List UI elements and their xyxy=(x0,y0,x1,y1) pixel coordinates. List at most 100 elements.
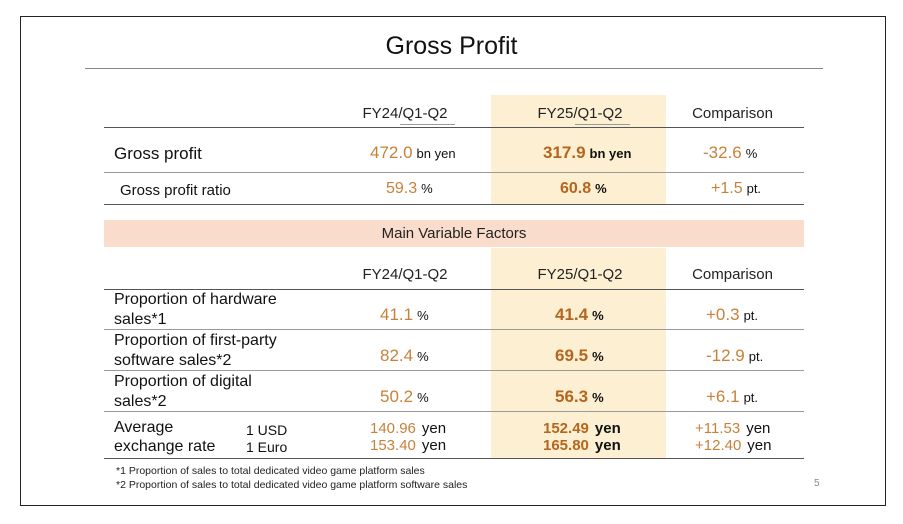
table-bottom-rule xyxy=(104,204,804,205)
factor-first-party-fy25: 69.5% xyxy=(555,346,604,366)
gross-profit-comparison: -32.6% xyxy=(703,143,757,163)
factor-divider xyxy=(104,329,804,330)
factor-digital-comparison: +6.1 pt. xyxy=(706,387,758,407)
factors-banner: Main Variable Factors xyxy=(104,220,804,247)
exchange-euro-currency: 1 Euro xyxy=(246,439,288,455)
gross-ratio-fy25-unit: % xyxy=(595,181,607,196)
factor-first-party-fy24-unit: % xyxy=(417,349,429,364)
gross-profit-fy25: 317.9 bn yen xyxy=(543,143,631,163)
factor-hardware-comparison: +0.3 pt. xyxy=(706,305,758,325)
factor-first-party-fy25-unit: % xyxy=(592,349,604,364)
page-title: Gross Profit xyxy=(385,32,518,60)
factors-bottom-rule xyxy=(104,458,804,459)
footnote-1: *1 Proportion of sales to total dedicate… xyxy=(116,465,425,477)
exchange-euro-fy24-value: 153.40 xyxy=(370,437,416,454)
gross-ratio-cmp-unit: pt. xyxy=(746,181,762,196)
factor-digital-cmp-unit: pt. xyxy=(743,390,759,405)
exchange-usd-currency: 1 USD xyxy=(246,422,288,438)
factor-first-party-label-line1: Proportion of first-party xyxy=(114,332,277,349)
factors-top-rule xyxy=(104,289,804,290)
exchange-usd-fy25: 152.49 yen xyxy=(543,420,621,438)
exchange-euro-fy25-unit: yen xyxy=(594,437,621,454)
exchange-euro-cmp-value: +12.40 xyxy=(695,437,742,454)
gross-ratio-fy25: 60.8% xyxy=(560,180,607,198)
factor-divider xyxy=(104,411,804,412)
gross-profit-cmp-unit: % xyxy=(745,146,758,161)
gross-profit-label: Gross profit xyxy=(114,144,202,163)
exchange-usd-fy25-unit: yen xyxy=(594,420,621,437)
title-divider xyxy=(85,68,823,69)
footnote-2: *2 Proportion of sales to total dedicate… xyxy=(116,479,468,491)
factor-divider xyxy=(104,370,804,371)
factor-digital-label-line1: Proportion of digital xyxy=(114,373,252,390)
factor-hardware-label: Proportion of hardware sales*1 xyxy=(114,290,277,330)
header-fy25: FY25/Q1-Q2 xyxy=(537,105,623,122)
factor-first-party-label: Proportion of first-party software sales… xyxy=(114,331,277,371)
gross-profit-cmp-value: -32.6 xyxy=(703,143,742,162)
factor-first-party-cmp-unit: pt. xyxy=(748,349,764,364)
fy25-highlight-bottom xyxy=(491,248,666,458)
header-underline-fy24 xyxy=(400,124,455,125)
gross-ratio-fy25-value: 60.8 xyxy=(560,180,592,197)
row-divider xyxy=(104,172,804,173)
exchange-euro-fy24: 153.40 yen xyxy=(370,437,446,455)
factor-digital-fy25-unit: % xyxy=(592,390,604,405)
factor-first-party-fy24: 82.4% xyxy=(380,346,429,366)
factor-first-party-label-line2: software sales*2 xyxy=(114,352,232,369)
gross-ratio-label: Gross profit ratio xyxy=(120,182,231,199)
factor-hardware-fy24: 41.1% xyxy=(380,305,429,325)
exchange-label: Average exchange rate xyxy=(114,418,215,456)
factor-first-party-comparison: -12.9 pt. xyxy=(706,346,763,366)
factor-hardware-fy24-unit: % xyxy=(417,308,429,323)
page-number: 5 xyxy=(814,478,820,489)
gross-profit-fy25-unit: bn yen xyxy=(589,146,632,161)
fy25-highlight-top xyxy=(491,95,666,205)
header-comparison: Comparison xyxy=(692,105,773,122)
gross-ratio-fy24-value: 59.3 xyxy=(386,180,418,197)
gross-profit-fy24-unit: bn yen xyxy=(416,146,456,161)
exchange-label-line2: exchange rate xyxy=(114,438,216,455)
factor-digital-fy24: 50.2% xyxy=(380,387,429,407)
factor-digital-fy25-value: 56.3 xyxy=(555,387,589,406)
factor-digital-label: Proportion of digital sales*2 xyxy=(114,372,252,412)
factor-hardware-label-line1: Proportion of hardware xyxy=(114,291,277,308)
exchange-euro-comparison: +12.40 yen xyxy=(695,437,771,455)
exchange-usd-fy24-value: 140.96 xyxy=(370,420,416,437)
exchange-usd-cmp-value: +11.53 xyxy=(695,420,741,437)
factor-hardware-cmp-value: +0.3 xyxy=(706,305,740,324)
exchange-usd-fy25-value: 152.49 xyxy=(543,420,589,437)
factor-digital-label-line2: sales*2 xyxy=(114,393,167,410)
factor-hardware-cmp-unit: pt. xyxy=(743,308,759,323)
table-top-rule xyxy=(104,127,804,128)
exchange-usd-fy24: 140.96 yen xyxy=(370,420,446,438)
factor-hardware-label-line2: sales*1 xyxy=(114,311,167,328)
factor-first-party-fy24-value: 82.4 xyxy=(380,346,414,365)
exchange-usd-cmp-unit: yen xyxy=(746,420,771,437)
factor-digital-cmp-value: +6.1 xyxy=(706,387,740,406)
exchange-usd-fy24-unit: yen xyxy=(421,420,447,437)
factor-hardware-fy24-value: 41.1 xyxy=(380,305,414,324)
exchange-euro-fy25: 165.80 yen xyxy=(543,437,621,455)
factors-header-fy24: FY24/Q1-Q2 xyxy=(362,266,448,283)
gross-profit-fy25-value: 317.9 xyxy=(543,143,586,162)
gross-ratio-fy24-unit: % xyxy=(421,181,433,196)
exchange-euro-fy25-value: 165.80 xyxy=(543,437,589,454)
header-fy24: FY24/Q1-Q2 xyxy=(362,105,448,122)
gross-ratio-cmp-value: +1.5 xyxy=(711,180,743,197)
gross-ratio-fy24: 59.3% xyxy=(386,180,433,198)
gross-ratio-comparison: +1.5 pt. xyxy=(711,180,761,198)
slide-frame xyxy=(20,16,886,506)
factor-first-party-cmp-value: -12.9 xyxy=(706,346,745,365)
factor-first-party-fy25-value: 69.5 xyxy=(555,346,589,365)
header-underline-fy25 xyxy=(575,124,630,125)
factor-hardware-fy25-value: 41.4 xyxy=(555,305,589,324)
exchange-usd-comparison: +11.53 yen xyxy=(695,420,770,438)
factor-digital-fy25: 56.3% xyxy=(555,387,604,407)
gross-profit-fy24-value: 472.0 xyxy=(370,143,413,162)
exchange-euro-cmp-unit: yen xyxy=(747,437,772,454)
gross-profit-fy24: 472.0 bn yen xyxy=(370,143,456,163)
factors-header-fy25: FY25/Q1-Q2 xyxy=(537,266,623,283)
factor-digital-fy24-value: 50.2 xyxy=(380,387,414,406)
factor-hardware-fy25-unit: % xyxy=(592,308,604,323)
factors-header-comparison: Comparison xyxy=(692,266,773,283)
